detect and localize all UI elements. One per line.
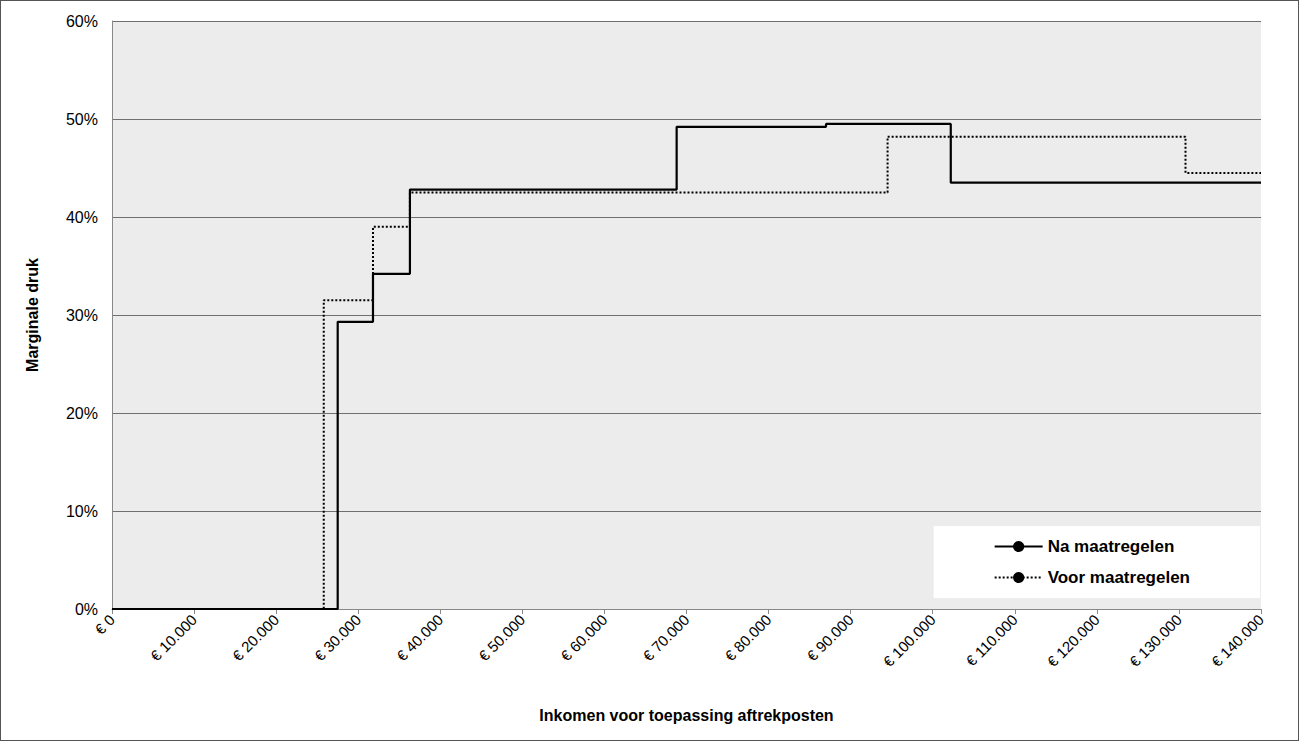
svg-text:€ 80.000: € 80.000	[721, 611, 774, 664]
svg-text:30%: 30%	[66, 307, 98, 324]
svg-text:Voor maatregelen: Voor maatregelen	[1048, 568, 1190, 587]
svg-text:60%: 60%	[66, 13, 98, 30]
svg-text:€ 100.000: € 100.000	[880, 611, 939, 670]
svg-text:€ 60.000: € 60.000	[557, 611, 610, 664]
svg-text:€ 130.000: € 130.000	[1126, 611, 1185, 670]
svg-text:€ 90.000: € 90.000	[803, 611, 856, 664]
svg-text:10%: 10%	[66, 503, 98, 520]
svg-text:Inkomen voor toepassing aftrek: Inkomen voor toepassing aftrekposten	[539, 707, 833, 724]
svg-text:0%: 0%	[75, 601, 98, 618]
svg-text:€ 10.000: € 10.000	[147, 611, 200, 664]
svg-text:€ 70.000: € 70.000	[639, 611, 692, 664]
svg-text:20%: 20%	[66, 405, 98, 422]
svg-text:€ 40.000: € 40.000	[393, 611, 446, 664]
svg-text:50%: 50%	[66, 111, 98, 128]
svg-text:€ 0: € 0	[91, 611, 118, 638]
svg-text:€ 50.000: € 50.000	[475, 611, 528, 664]
svg-text:€ 110.000: € 110.000	[962, 611, 1020, 669]
svg-text:€ 30.000: € 30.000	[311, 611, 364, 664]
svg-text:€ 140.000: € 140.000	[1208, 611, 1267, 670]
svg-text:Marginale druk: Marginale druk	[24, 258, 41, 372]
svg-text:€ 20.000: € 20.000	[229, 611, 282, 664]
svg-text:40%: 40%	[66, 209, 98, 226]
svg-text:Na maatregelen: Na maatregelen	[1048, 537, 1175, 556]
svg-text:€ 120.000: € 120.000	[1044, 611, 1103, 670]
